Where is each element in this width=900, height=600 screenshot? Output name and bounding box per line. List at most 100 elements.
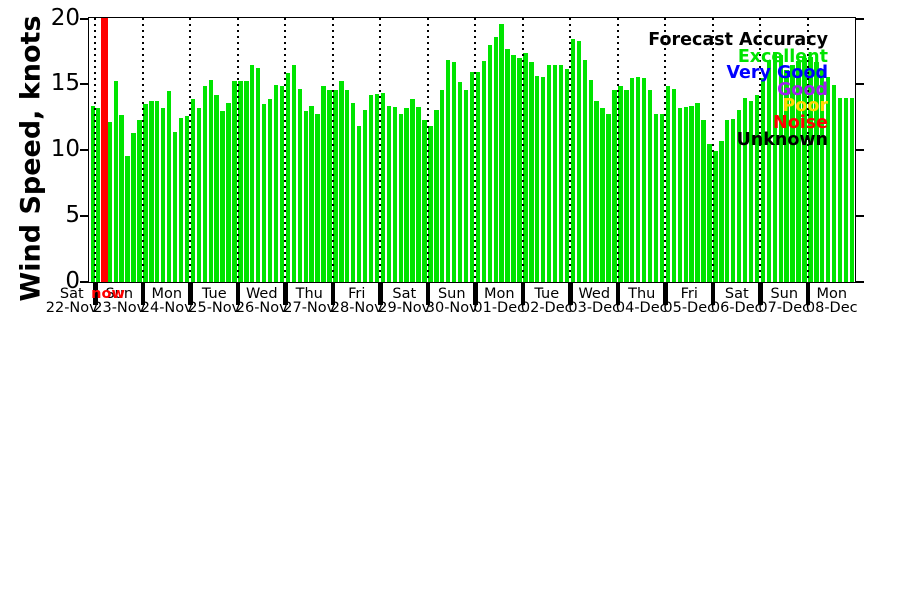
x-date-label: 07-Dec [758, 300, 811, 316]
x-day-label: Tue [201, 286, 227, 302]
wind-bar [362, 109, 368, 282]
day-tick [615, 283, 621, 305]
wind-bar [90, 105, 95, 282]
wind-bar [267, 99, 273, 282]
wind-bar [149, 100, 154, 282]
day-boundary-gridline [189, 18, 191, 282]
wind-bar [137, 120, 142, 282]
wind-bar [612, 90, 617, 282]
wind-bar [701, 120, 706, 282]
x-date-label: 22-Nov [45, 300, 98, 316]
plot-area [88, 17, 856, 283]
wind-bar [618, 86, 623, 282]
wind-bar [695, 103, 700, 282]
wind-bar [333, 90, 338, 282]
y-tick-mark-right [856, 83, 864, 86]
day-boundary-gridline [284, 18, 286, 282]
day-boundary-gridline [664, 18, 666, 282]
y-tick-label: 5 [65, 201, 80, 228]
wind-bar [748, 100, 754, 282]
day-tick [568, 283, 573, 305]
now-marker-line [101, 18, 108, 282]
day-boundary-gridline [711, 18, 714, 282]
wind-bar [493, 37, 498, 282]
wind-bar [790, 65, 795, 282]
wind-bar [849, 97, 855, 282]
wind-bar [689, 105, 694, 282]
wind-bar [309, 105, 314, 282]
wind-bar [641, 78, 647, 282]
wind-bar [677, 108, 682, 282]
y-tick-mark-left [80, 17, 88, 20]
wind-bar [321, 86, 326, 282]
wind-bar [315, 113, 320, 282]
wind-bar [125, 155, 130, 282]
wind-bar [410, 99, 415, 282]
wind-bar [754, 95, 760, 282]
day-boundary-gridline [806, 18, 809, 282]
wind-bar [606, 113, 611, 282]
wind-bar [683, 107, 688, 282]
day-tick [663, 283, 668, 305]
wind-bar [463, 90, 469, 282]
day-tick [710, 283, 716, 305]
wind-bar [89, 111, 90, 282]
wind-bar [202, 86, 207, 282]
wind-bar [541, 76, 546, 282]
x-date-label: 05-Dec [663, 300, 716, 316]
day-boundary-gridline [331, 18, 334, 282]
day-boundary-gridline [521, 18, 524, 282]
wind-bar [659, 113, 665, 282]
wind-bar [416, 107, 421, 282]
wind-bar [760, 78, 766, 282]
day-tick [140, 283, 146, 305]
wind-bar [564, 68, 570, 282]
wind-bar [172, 132, 178, 282]
wind-bar [546, 65, 552, 282]
wind-bar [440, 90, 445, 282]
wind-bar [719, 141, 724, 282]
wind-bar [190, 99, 196, 282]
wind-bar [535, 75, 540, 282]
wind-bar [434, 109, 439, 282]
wind-bar [820, 68, 825, 282]
wind-bar [796, 61, 801, 282]
wind-bar [368, 95, 374, 282]
day-boundary-gridline [616, 18, 619, 282]
wind-bar [297, 88, 302, 282]
wind-bar [422, 120, 427, 282]
wind-bar [802, 58, 807, 282]
wind-bar [505, 49, 510, 282]
wind-bar [143, 104, 148, 282]
day-tick [283, 283, 288, 305]
x-date-label: 02-Dec [520, 300, 573, 316]
wind-bar [184, 116, 190, 282]
wind-bar [588, 79, 593, 282]
day-tick [188, 283, 193, 305]
now-label: now [91, 286, 125, 302]
y-tick-mark-right [856, 17, 864, 20]
y-tick-mark-left [80, 280, 88, 283]
x-day-label: Fri [680, 286, 698, 302]
wind-bar [630, 78, 635, 282]
wind-bar [196, 108, 202, 282]
y-tick-label: 10 [50, 136, 80, 162]
x-day-label: Mon [816, 286, 848, 302]
wind-bar [107, 121, 112, 282]
wind-bar [552, 65, 558, 282]
wind-bar [529, 62, 534, 282]
day-boundary-gridline [236, 18, 239, 282]
x-date-label: 29-Nov [378, 300, 431, 316]
wind-bar [404, 108, 409, 282]
wind-bar [671, 88, 677, 282]
wind-bar [826, 76, 831, 282]
x-date-label: 27-Nov [283, 300, 336, 316]
day-boundary-gridline [569, 18, 571, 282]
wind-bar [653, 113, 659, 282]
x-day-label: Fri [348, 286, 366, 302]
wind-bar [766, 59, 772, 282]
x-day-label: Sat [724, 286, 749, 302]
wind-bar [731, 118, 736, 282]
x-day-label: Tue [534, 286, 560, 302]
wind-bar [345, 90, 350, 282]
